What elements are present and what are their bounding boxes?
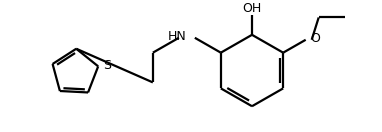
Text: S: S <box>103 59 111 72</box>
Text: OH: OH <box>242 2 262 15</box>
Text: O: O <box>311 32 320 45</box>
Text: HN: HN <box>168 30 187 43</box>
